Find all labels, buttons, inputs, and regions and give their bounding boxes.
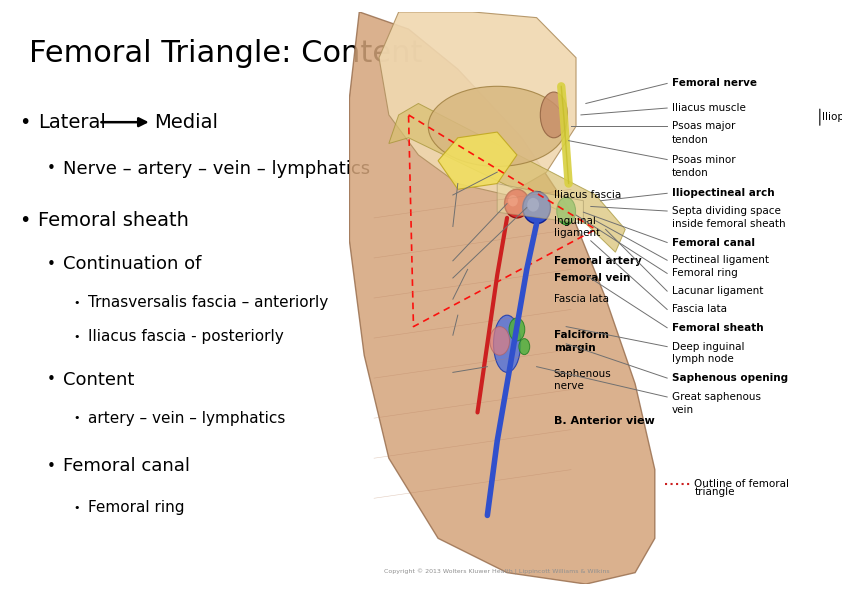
Text: Iliopectineal arch: Iliopectineal arch: [672, 188, 775, 198]
Text: •: •: [19, 113, 31, 132]
Text: Falciform: Falciform: [554, 330, 609, 340]
Text: Femoral Triangle: Content: Femoral Triangle: Content: [29, 39, 423, 68]
Text: Femoral sheath: Femoral sheath: [38, 211, 189, 230]
Text: Lacunar ligament: Lacunar ligament: [672, 286, 764, 296]
Text: margin: margin: [554, 343, 595, 353]
Text: Femoral canal: Femoral canal: [63, 457, 190, 475]
Text: •: •: [73, 332, 80, 342]
Polygon shape: [379, 12, 576, 195]
Circle shape: [504, 190, 530, 218]
Text: vein: vein: [672, 405, 694, 415]
Text: Iliopsoas: Iliopsoas: [823, 112, 842, 122]
Text: lymph node: lymph node: [672, 354, 734, 364]
Text: B. Anterior view: B. Anterior view: [554, 416, 654, 426]
Ellipse shape: [493, 315, 520, 372]
Text: Femoral canal: Femoral canal: [672, 237, 755, 247]
Text: Femoral ring: Femoral ring: [88, 500, 185, 516]
Text: Outline of femoral: Outline of femoral: [695, 479, 789, 489]
Text: Great saphenous: Great saphenous: [672, 392, 761, 402]
Text: •: •: [73, 298, 80, 308]
Text: Fascia lata: Fascia lata: [672, 305, 727, 315]
Text: Medial: Medial: [154, 113, 218, 132]
Text: Femoral vein: Femoral vein: [554, 273, 630, 283]
Text: Iliacus muscle: Iliacus muscle: [672, 103, 746, 113]
Text: Saphenous opening: Saphenous opening: [672, 373, 788, 383]
Text: •: •: [46, 458, 56, 474]
Text: ligament: ligament: [554, 228, 600, 238]
Text: Saphenous: Saphenous: [554, 368, 611, 378]
Text: Psoas major: Psoas major: [672, 122, 735, 131]
Text: Copyright © 2013 Wolters Kluwer Health | Lippincott Williams & Wilkins: Copyright © 2013 Wolters Kluwer Health |…: [385, 569, 610, 575]
Text: Deep inguinal: Deep inguinal: [672, 342, 744, 352]
Polygon shape: [497, 184, 584, 224]
Ellipse shape: [429, 86, 566, 166]
Ellipse shape: [519, 339, 530, 355]
Text: tendon: tendon: [672, 168, 709, 178]
Text: •: •: [19, 211, 31, 230]
Text: inside femoral sheath: inside femoral sheath: [672, 219, 786, 229]
Polygon shape: [349, 12, 655, 584]
Circle shape: [508, 195, 518, 206]
Text: Trnasversalis fascia – anteriorly: Trnasversalis fascia – anteriorly: [88, 295, 328, 311]
Text: Iliacus fascia: Iliacus fascia: [554, 190, 621, 200]
Text: Femoral artery: Femoral artery: [554, 256, 642, 266]
Circle shape: [523, 191, 551, 224]
Text: tendon: tendon: [672, 135, 709, 145]
Text: artery – vein – lymphatics: artery – vein – lymphatics: [88, 411, 285, 426]
Text: Continuation of: Continuation of: [63, 255, 201, 273]
Text: Lateral: Lateral: [38, 113, 106, 132]
Ellipse shape: [509, 318, 525, 341]
Ellipse shape: [490, 327, 509, 355]
Ellipse shape: [557, 197, 576, 225]
Text: triangle: triangle: [695, 487, 735, 497]
Text: Femoral ring: Femoral ring: [672, 268, 738, 278]
Text: Content: Content: [63, 371, 135, 389]
Text: Iliacus fascia - posteriorly: Iliacus fascia - posteriorly: [88, 329, 284, 344]
Text: •: •: [73, 414, 80, 423]
Text: •: •: [46, 256, 56, 272]
Text: Fascia lata: Fascia lata: [554, 294, 609, 304]
Text: nerve: nerve: [554, 381, 584, 391]
Polygon shape: [438, 132, 517, 190]
Ellipse shape: [541, 92, 568, 138]
Text: Septa dividing space: Septa dividing space: [672, 206, 781, 216]
Text: •: •: [46, 161, 56, 176]
Text: Psoas minor: Psoas minor: [672, 154, 736, 164]
Text: Nerve – artery – vein – lymphatics: Nerve – artery – vein – lymphatics: [63, 160, 370, 178]
Text: •: •: [73, 503, 80, 513]
Text: Femoral nerve: Femoral nerve: [672, 79, 757, 88]
Text: Inguinal: Inguinal: [554, 216, 596, 226]
Text: Pectineal ligament: Pectineal ligament: [672, 255, 769, 265]
Text: Femoral sheath: Femoral sheath: [672, 323, 764, 333]
Polygon shape: [389, 104, 626, 252]
Circle shape: [527, 198, 539, 212]
Text: •: •: [46, 372, 56, 387]
